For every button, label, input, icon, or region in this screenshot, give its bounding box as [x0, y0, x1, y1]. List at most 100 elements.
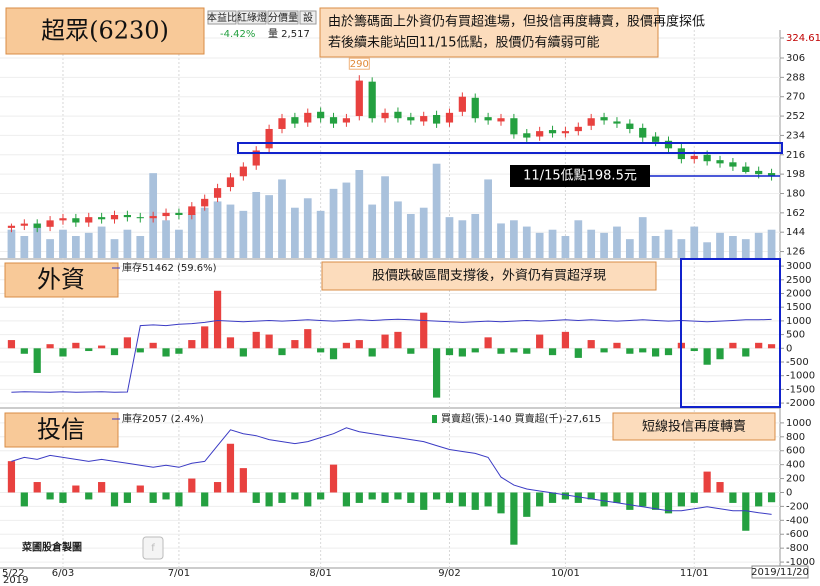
volume-bar [690, 226, 699, 258]
bar [420, 312, 428, 349]
candle-body [20, 223, 28, 226]
volume-bar [252, 192, 261, 258]
bar [342, 492, 351, 507]
bar [7, 340, 16, 349]
bar [484, 337, 492, 349]
bar [729, 342, 737, 349]
bar [420, 492, 428, 510]
volume-bar [342, 182, 351, 258]
bar [471, 492, 479, 510]
volume-bar [71, 236, 80, 258]
panel-title-box [4, 262, 119, 298]
bar [471, 348, 479, 353]
bar [613, 342, 621, 349]
bar [716, 482, 724, 493]
share-icon[interactable] [142, 536, 164, 560]
bar [394, 331, 402, 349]
volume-bar [664, 229, 673, 258]
candle-body [226, 177, 235, 188]
x-tick-label: 11/01 [680, 568, 709, 579]
tab[interactable] [207, 10, 237, 25]
bar [626, 492, 634, 510]
volume-bar [303, 198, 312, 258]
bar [484, 492, 492, 507]
x-tick-label: 5/22 [2, 568, 24, 579]
y-tick-label: 144 [786, 227, 805, 238]
bar [59, 492, 67, 503]
candle-body [471, 97, 479, 119]
panel-title-box [4, 412, 119, 448]
bar [458, 492, 466, 507]
bar [226, 337, 235, 349]
volume-bar [677, 239, 686, 258]
bar [46, 492, 54, 500]
tab-label[interactable]: 紅綠燈 [237, 12, 267, 24]
candle-body [639, 127, 647, 138]
y-tick-label: 126 [786, 247, 805, 258]
candle-body [368, 81, 376, 119]
bar [368, 492, 376, 500]
annotation: 若後續未能站回11/15低點，股價仍有續弱可能 [328, 35, 599, 51]
title-box [5, 7, 205, 55]
bar [20, 492, 28, 507]
volume-bar [368, 204, 377, 258]
tab[interactable] [237, 10, 267, 25]
bar [226, 443, 235, 493]
candle-body [188, 206, 196, 215]
y-tick-label: 252 [786, 111, 805, 122]
candle-body [342, 118, 351, 123]
tab[interactable] [267, 10, 299, 25]
volume-bar [187, 214, 196, 258]
bar [587, 492, 595, 500]
candle-body [72, 218, 80, 223]
bar [149, 492, 157, 503]
bar [213, 482, 222, 493]
candle-body [33, 223, 41, 228]
bar [162, 348, 170, 357]
bar [510, 348, 518, 353]
volume-bar [651, 236, 660, 258]
y-tick-label: 270 [786, 92, 805, 103]
candle-body [304, 112, 312, 123]
annotation: 由於籌碼面上外資仍有買超進場，但投信再度轉賣，股價再度探低 [328, 14, 705, 30]
share-icon-glyph[interactable]: f [151, 543, 155, 554]
candle-body [510, 118, 518, 135]
bar [613, 492, 621, 503]
volume-bar [729, 236, 737, 258]
tab-label[interactable]: 分價量 [268, 11, 298, 24]
x-tick-label: 7/01 [168, 568, 190, 579]
candle-body [574, 126, 582, 132]
candle-body [432, 114, 441, 124]
candle-body [85, 217, 93, 223]
candle-body [420, 116, 428, 122]
volume-bar [213, 201, 222, 258]
volume-bar [574, 220, 583, 258]
candle-body [149, 216, 157, 219]
x-tick-label: 9/02 [438, 568, 460, 579]
y-tick-label: 198 [786, 169, 805, 180]
volume-bar [265, 195, 273, 258]
x-tick-label: 8/01 [309, 568, 331, 579]
y-tick-label: -2000 [786, 398, 815, 409]
legend-swatch [432, 415, 437, 423]
candle-body [7, 225, 16, 228]
tab-label[interactable]: 設 [303, 11, 313, 24]
volume-bar [381, 176, 389, 258]
bar [626, 348, 634, 354]
bar [72, 342, 80, 349]
bar [639, 492, 647, 507]
bar [239, 348, 247, 357]
bar [716, 348, 724, 360]
tab-label[interactable]: 本益比 [207, 11, 237, 24]
volume-bar [136, 236, 145, 258]
volume-bar [46, 239, 54, 258]
volume-bar [59, 229, 67, 258]
candle-body [742, 166, 750, 172]
bar [677, 492, 685, 507]
bar [767, 344, 776, 349]
legend-entry: 庫存51462 (59.6%) [122, 261, 217, 274]
tab[interactable] [299, 10, 317, 25]
watermark: 菜圃股倉製圖 [21, 541, 82, 554]
volume-bar [587, 229, 596, 258]
volume-bar [754, 232, 763, 258]
